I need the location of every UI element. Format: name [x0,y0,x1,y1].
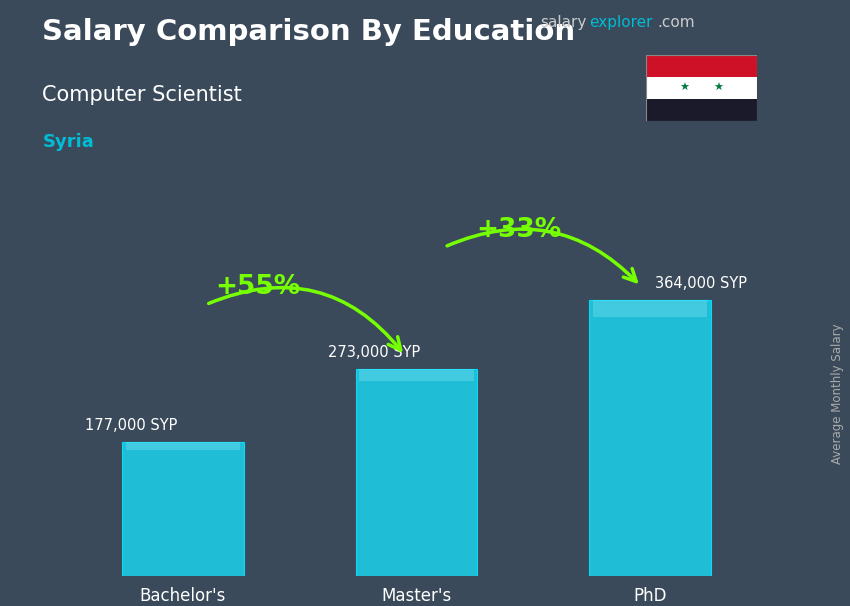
Bar [590,300,711,576]
Text: salary: salary [540,15,586,30]
Text: ★: ★ [680,83,689,93]
Text: Syria: Syria [42,133,94,152]
Text: Average Monthly Salary: Average Monthly Salary [830,324,844,464]
Bar [360,369,473,381]
Text: 273,000 SYP: 273,000 SYP [327,345,420,360]
Bar [646,99,756,121]
Text: 177,000 SYP: 177,000 SYP [84,418,177,433]
Text: ★: ★ [713,83,722,93]
Bar [646,55,756,77]
Bar [646,77,756,99]
Bar [593,300,707,316]
Bar [355,369,478,576]
Text: +55%: +55% [215,274,300,300]
Text: explorer: explorer [589,15,653,30]
Bar [126,442,240,450]
Text: Salary Comparison By Education: Salary Comparison By Education [42,18,575,46]
Text: .com: .com [657,15,694,30]
Bar [122,442,243,576]
Text: 364,000 SYP: 364,000 SYP [654,276,747,291]
Text: +33%: +33% [477,218,562,243]
Text: Computer Scientist: Computer Scientist [42,85,242,105]
